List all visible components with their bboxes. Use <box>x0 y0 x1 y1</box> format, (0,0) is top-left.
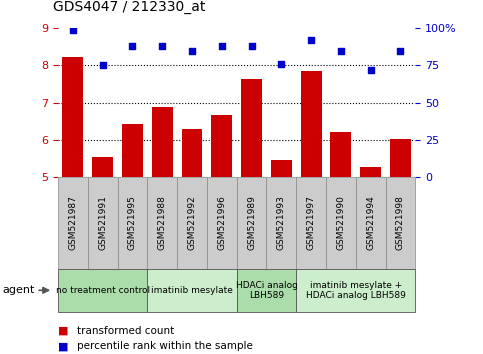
Text: GSM521990: GSM521990 <box>337 195 345 251</box>
Bar <box>62 57 83 177</box>
Text: agent: agent <box>2 285 35 295</box>
Point <box>69 27 77 33</box>
Text: GSM521987: GSM521987 <box>69 195 77 251</box>
Bar <box>296 269 415 312</box>
Text: ■: ■ <box>58 326 69 336</box>
Bar <box>117 177 147 269</box>
Text: GSM521995: GSM521995 <box>128 195 137 251</box>
Text: no treatment control: no treatment control <box>56 286 150 295</box>
Text: GSM521988: GSM521988 <box>158 195 167 251</box>
Point <box>248 43 256 49</box>
Text: HDACi analog
LBH589: HDACi analog LBH589 <box>236 281 298 300</box>
Point <box>128 43 136 49</box>
Point <box>337 48 345 53</box>
Bar <box>385 177 415 269</box>
Point <box>158 43 166 49</box>
Point <box>397 48 404 53</box>
Text: imatinib mesylate +
HDACi analog LBH589: imatinib mesylate + HDACi analog LBH589 <box>306 281 406 300</box>
Bar <box>207 177 237 269</box>
Text: imatinib mesylate: imatinib mesylate <box>151 286 233 295</box>
Bar <box>241 79 262 177</box>
Point <box>367 67 375 73</box>
Point <box>278 61 285 67</box>
Bar <box>58 177 88 269</box>
Point <box>307 38 315 43</box>
Text: GSM521993: GSM521993 <box>277 195 286 251</box>
Bar <box>390 139 411 177</box>
Bar <box>360 167 381 177</box>
Bar <box>237 177 267 269</box>
Point <box>218 43 226 49</box>
Text: GSM521992: GSM521992 <box>187 196 197 250</box>
Text: ■: ■ <box>58 341 69 351</box>
Bar <box>267 177 296 269</box>
Point <box>188 48 196 53</box>
Bar <box>271 160 292 177</box>
Text: GSM521996: GSM521996 <box>217 195 226 251</box>
Bar <box>212 115 232 177</box>
Bar <box>330 132 351 177</box>
Bar <box>326 177 356 269</box>
Bar <box>182 130 202 177</box>
Bar <box>122 124 143 177</box>
Point <box>99 63 107 68</box>
Bar <box>147 269 237 312</box>
Bar <box>301 71 322 177</box>
Text: percentile rank within the sample: percentile rank within the sample <box>77 341 253 351</box>
Bar <box>58 269 147 312</box>
Bar <box>152 108 172 177</box>
Text: GDS4047 / 212330_at: GDS4047 / 212330_at <box>53 0 205 14</box>
Bar <box>296 177 326 269</box>
Bar <box>147 177 177 269</box>
Text: GSM521989: GSM521989 <box>247 195 256 251</box>
Text: GSM521991: GSM521991 <box>98 195 107 251</box>
Bar <box>356 177 385 269</box>
Bar <box>88 177 117 269</box>
Text: GSM521997: GSM521997 <box>307 195 315 251</box>
Text: GSM521998: GSM521998 <box>396 195 405 251</box>
Text: transformed count: transformed count <box>77 326 174 336</box>
Bar <box>237 269 296 312</box>
Bar <box>177 177 207 269</box>
Text: GSM521994: GSM521994 <box>366 196 375 250</box>
Bar <box>92 156 113 177</box>
